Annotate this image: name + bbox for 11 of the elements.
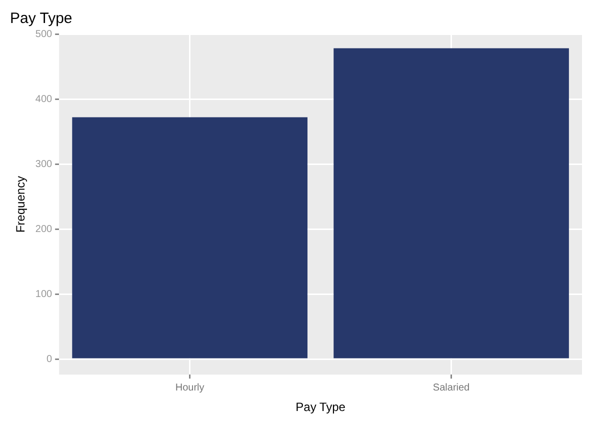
y-tick-label: 300 bbox=[35, 158, 53, 170]
x-tick-label: Salaried bbox=[432, 382, 470, 394]
x-tick-label: Hourly bbox=[175, 382, 204, 394]
x-axis-title: Pay Type bbox=[296, 400, 346, 414]
y-tick-label: 500 bbox=[35, 28, 53, 40]
y-tick-label: 400 bbox=[35, 94, 53, 105]
y-tick-label: 100 bbox=[35, 288, 53, 300]
y-axis-title: Frequency bbox=[14, 176, 28, 233]
y-tick-label: 0 bbox=[46, 354, 53, 365]
chart-title: Pay Type bbox=[10, 10, 72, 28]
y-tick-label: 200 bbox=[35, 224, 53, 235]
